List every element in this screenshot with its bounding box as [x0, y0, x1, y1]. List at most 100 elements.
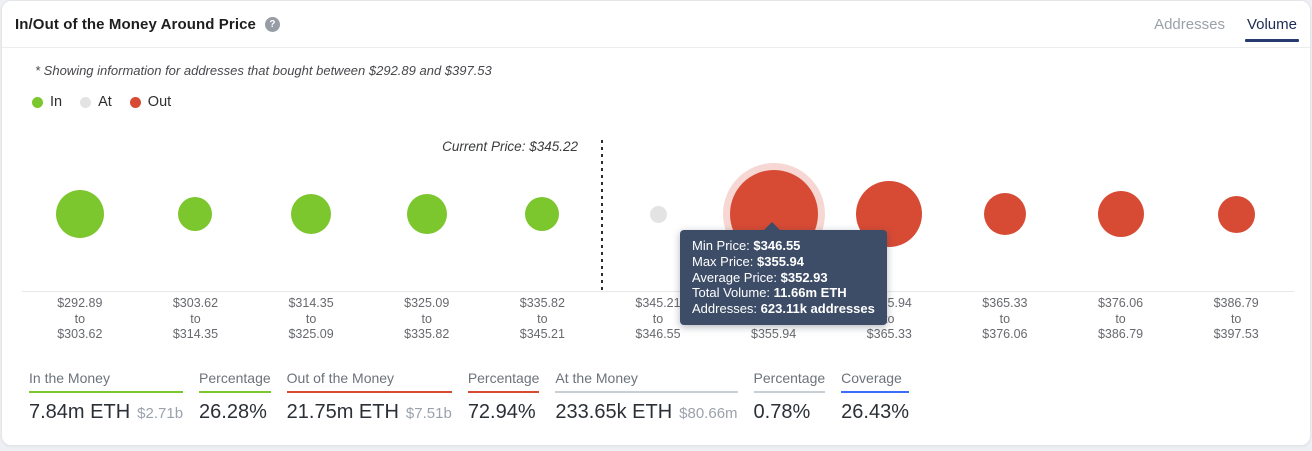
- axis-range-from: $345.21: [635, 296, 681, 310]
- axis-label-bucket-4: $325.09 to $335.82: [369, 296, 485, 343]
- legend-label: Out: [147, 94, 172, 110]
- axis-range-from: $303.62: [172, 296, 219, 310]
- axis-range-to: $346.55: [635, 327, 681, 341]
- bubble-out-bucket-10[interactable]: [1097, 191, 1144, 237]
- stat-primary-value: 0.78%: [753, 401, 811, 423]
- axis-range-separator: to: [1115, 311, 1126, 326]
- legend-item-at[interactable]: At: [80, 94, 112, 110]
- axis-range-separator: to: [537, 311, 548, 326]
- axis-label-bucket-2: $303.62 to $314.35: [138, 296, 254, 343]
- tooltip-row-value: 11.66m ETH: [773, 285, 847, 301]
- axis-range-to: $386.79: [1097, 327, 1144, 341]
- stat-primary-value: 26.43%: [841, 401, 909, 423]
- stat-primary-value: 72.94%: [467, 401, 536, 423]
- legend-label: In: [50, 94, 63, 110]
- axis-range-separator: to: [1230, 311, 1242, 326]
- stat-values: 26.43%: [841, 401, 909, 424]
- tab-addresses[interactable]: Addresses: [1154, 15, 1225, 33]
- stat-label: In the Money: [29, 370, 184, 393]
- bubble-plot: [22, 131, 1294, 292]
- stat-col-percentage: Percentage 0.78%: [753, 370, 826, 424]
- axis-range-from: $376.06: [1097, 296, 1144, 310]
- axis-range-to: $303.62: [57, 327, 103, 341]
- stat-primary-value: 7.84m ETH: [29, 401, 131, 423]
- tab-bar: Addresses Volume: [1154, 1, 1300, 47]
- tooltip-row-value: $352.93: [780, 269, 828, 285]
- stat-primary-value: 233.65k ETH: [555, 401, 673, 423]
- axis-label-bucket-9: $365.33 to $376.06: [947, 296, 1063, 343]
- axis-label-bucket-1: $292.89 to $303.62: [22, 296, 138, 343]
- bubble-in-bucket-3[interactable]: [291, 194, 332, 234]
- stat-col-out-of-the-money: Out of the Money 21.75m ETH $7.51b: [286, 370, 452, 424]
- current-price-dotted-line: [601, 140, 603, 291]
- axis-range-from: $335.82: [519, 296, 565, 310]
- stat-values: 72.94%: [468, 401, 540, 424]
- legend-item-out[interactable]: Out: [129, 94, 172, 110]
- stat-values: 0.78%: [754, 401, 826, 424]
- stat-col-percentage: Percentage 26.28%: [199, 370, 271, 424]
- bubble-in-bucket-5[interactable]: [525, 197, 560, 231]
- legend-dot-icon: [129, 96, 141, 108]
- tooltip-row-value: $355.94: [757, 253, 805, 269]
- tooltip-row-label: Min Price:: [692, 238, 754, 253]
- axis-label-bucket-5: $335.82 to $345.21: [485, 296, 601, 343]
- tab-volume[interactable]: Volume: [1244, 1, 1300, 47]
- axis-label-bucket-11: $386.79 to $397.53: [1178, 296, 1294, 343]
- axis-range-to: $325.09: [288, 327, 334, 341]
- axis-label-bucket-3: $314.35 to $325.09: [253, 296, 369, 343]
- axis-range-to: $335.82: [404, 327, 450, 341]
- stat-label: At the Money: [555, 370, 738, 393]
- bubble-out-bucket-11[interactable]: [1217, 195, 1255, 233]
- axis-range-to: $314.35: [172, 327, 219, 341]
- legend: In At Out: [32, 94, 171, 110]
- stat-primary-value: 21.75m ETH: [286, 401, 399, 423]
- tooltip-row-value: 623.11k addresses: [760, 301, 875, 317]
- page-title: In/Out of the Money Around Price: [15, 15, 256, 33]
- legend-label: At: [98, 94, 112, 110]
- current-price-label: Current Price: $345.22: [442, 139, 578, 154]
- bubble-at-bucket-6[interactable]: [649, 205, 667, 223]
- axis-range-separator: to: [190, 311, 201, 326]
- bubble-in-bucket-2[interactable]: [178, 197, 213, 231]
- help-question-icon[interactable]: ?: [264, 16, 280, 32]
- stat-values: 233.65k ETH $80.66m: [555, 401, 737, 424]
- tooltip: Min Price: $346.55 Max Price: $355.94 Aver…: [680, 222, 887, 325]
- stat-col-coverage: Coverage 26.43%: [841, 370, 909, 424]
- axis-range-to: $345.21: [519, 327, 565, 341]
- axis-range-from: $325.09: [404, 296, 450, 310]
- tooltip-row-label: Total Volume:: [692, 285, 774, 301]
- tooltip-row: Average Price: $352.93: [692, 270, 875, 286]
- tooltip-row-value: $346.55: [753, 238, 801, 253]
- axis-label-bucket-10: $376.06 to $386.79: [1063, 296, 1179, 343]
- axis-range-from: $314.35: [288, 296, 334, 310]
- tooltip-row-label: Average Price:: [692, 269, 781, 285]
- axis-range-separator: to: [305, 311, 317, 326]
- bubble-in-bucket-1[interactable]: [55, 190, 104, 238]
- bubble-out-bucket-9[interactable]: [983, 193, 1026, 235]
- stat-values: 26.28%: [199, 401, 271, 424]
- axis-label-bucket-6: $345.21 to $346.55: [600, 296, 716, 343]
- axis-range-to: $365.33: [866, 327, 912, 341]
- stat-col-in-the-money: In the Money 7.84m ETH $2.71b: [29, 370, 184, 424]
- axis-range-separator: to: [999, 311, 1011, 326]
- legend-dot-icon: [32, 96, 43, 108]
- stat-label: Coverage: [841, 370, 909, 393]
- axis-range-from: $386.79: [1213, 296, 1259, 310]
- stats-row: In the Money 7.84m ETH $2.71b Percentage 26.…: [29, 370, 909, 424]
- tooltip-row-label: Addresses:: [692, 301, 761, 317]
- stat-label: Percentage: [753, 370, 826, 393]
- legend-item-in[interactable]: In: [32, 94, 62, 110]
- axis-range-from: $292.89: [57, 296, 103, 310]
- tooltip-row-label: Max Price:: [692, 253, 758, 269]
- axis-range-separator: to: [652, 311, 664, 326]
- stat-label: Out of the Money: [286, 370, 452, 393]
- card-header: In/Out of the Money Around Price ? Addre…: [2, 1, 1310, 48]
- axis-range-from: $365.33: [982, 296, 1028, 310]
- stat-col-at-the-money: At the Money 233.65k ETH $80.66m: [555, 370, 738, 424]
- bubble-in-bucket-4[interactable]: [406, 194, 447, 234]
- axis-range-separator: to: [74, 311, 86, 326]
- tooltip-row: Max Price: $355.94: [692, 254, 875, 270]
- axis-range-separator: to: [884, 311, 895, 326]
